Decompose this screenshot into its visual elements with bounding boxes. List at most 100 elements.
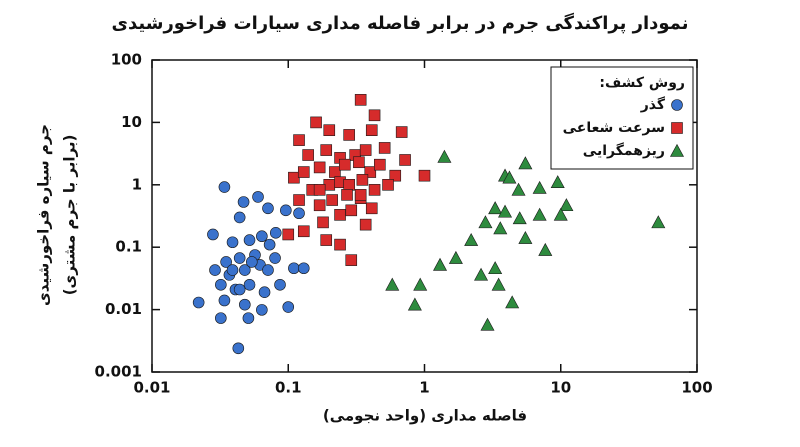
- legend-label: گذر: [640, 96, 666, 113]
- data-point: [448, 250, 463, 264]
- y-axis-label: (برابر با جرم مشتری): [61, 135, 79, 296]
- data-point: [313, 161, 326, 174]
- data-point: [209, 264, 221, 276]
- data-point: [413, 277, 428, 291]
- data-point: [474, 267, 489, 281]
- data-point: [282, 228, 295, 241]
- y-axis-label: جرم سیاره فراخورشیدی: [35, 124, 53, 306]
- legend-marker: [671, 122, 683, 134]
- data-point: [302, 149, 314, 161]
- y-tick-label: 0.01: [105, 300, 142, 318]
- data-point: [262, 264, 274, 276]
- data-point: [437, 149, 452, 163]
- legend-label: سرعت شعاعی: [563, 120, 665, 136]
- data-point: [239, 298, 251, 311]
- data-point: [353, 156, 365, 169]
- data-point: [323, 124, 336, 136]
- data-point: [368, 184, 381, 196]
- data-point: [215, 278, 227, 291]
- data-point: [399, 154, 411, 166]
- data-point: [232, 342, 245, 355]
- x-tick-label: 0.1: [275, 379, 302, 397]
- data-point: [334, 209, 346, 221]
- data-point: [498, 204, 513, 218]
- y-tick-label: 100: [111, 51, 142, 69]
- data-point: [553, 207, 568, 221]
- chart-title: نمودار پراکندگی جرم در برابر فاصله مداری…: [112, 12, 689, 34]
- data-point: [356, 174, 369, 186]
- data-point: [354, 94, 367, 106]
- data-point: [274, 278, 286, 291]
- data-point: [505, 295, 520, 309]
- data-point: [478, 215, 493, 229]
- data-point: [297, 262, 310, 275]
- data-point: [237, 196, 250, 208]
- data-point: [512, 211, 527, 225]
- x-tick-label: 100: [681, 379, 712, 397]
- data-point: [368, 109, 381, 122]
- y-tick-label: 0.1: [115, 238, 142, 256]
- data-point: [329, 166, 341, 178]
- data-point: [532, 180, 547, 194]
- data-point: [341, 189, 353, 201]
- data-point: [288, 171, 300, 184]
- data-point: [382, 179, 394, 191]
- data-point: [192, 296, 205, 309]
- data-point: [407, 297, 422, 311]
- data-point: [256, 304, 268, 316]
- data-point: [491, 277, 506, 291]
- data-point: [532, 207, 547, 221]
- data-point: [242, 312, 255, 324]
- data-point: [245, 256, 258, 268]
- data-point: [518, 230, 533, 244]
- data-point: [310, 116, 322, 129]
- x-tick-label: 1: [419, 379, 429, 397]
- data-point: [378, 142, 391, 154]
- data-point: [480, 317, 495, 331]
- data-point: [464, 232, 479, 246]
- data-point: [207, 228, 219, 241]
- data-point: [233, 211, 246, 224]
- data-point: [320, 234, 333, 246]
- data-point: [297, 225, 310, 238]
- data-point: [320, 144, 333, 156]
- data-point: [218, 294, 231, 307]
- data-point: [334, 238, 346, 251]
- legend-title: روش کشف:: [599, 75, 685, 91]
- data-point: [395, 126, 408, 138]
- data-point: [288, 262, 300, 275]
- data-point: [385, 277, 400, 291]
- data-point: [233, 283, 246, 296]
- y-tick-label: 1: [132, 175, 142, 193]
- data-point: [243, 278, 256, 291]
- data-point: [345, 204, 358, 217]
- data-point: [269, 252, 281, 264]
- x-tick-label: 0.01: [133, 379, 170, 397]
- data-point: [269, 227, 282, 239]
- y-tick-label: 10: [121, 113, 142, 131]
- data-point: [326, 194, 338, 206]
- data-point: [293, 134, 305, 146]
- data-point: [262, 202, 274, 215]
- y-tick-label: 0.001: [95, 363, 142, 381]
- data-point: [365, 124, 378, 136]
- data-point: [651, 215, 666, 229]
- data-point: [418, 169, 431, 182]
- data-point: [433, 257, 448, 271]
- data-point: [239, 264, 251, 276]
- legend-marker: [669, 143, 685, 157]
- data-point: [233, 252, 246, 264]
- data-point: [218, 181, 231, 193]
- data-point: [488, 201, 503, 215]
- data-point: [538, 242, 553, 256]
- x-tick-label: 10: [550, 379, 571, 397]
- data-point: [511, 182, 526, 196]
- data-point: [488, 261, 503, 275]
- data-point: [263, 238, 276, 251]
- data-point: [258, 286, 271, 299]
- data-point: [359, 218, 372, 231]
- data-point: [559, 198, 574, 212]
- legend-box: [550, 66, 694, 170]
